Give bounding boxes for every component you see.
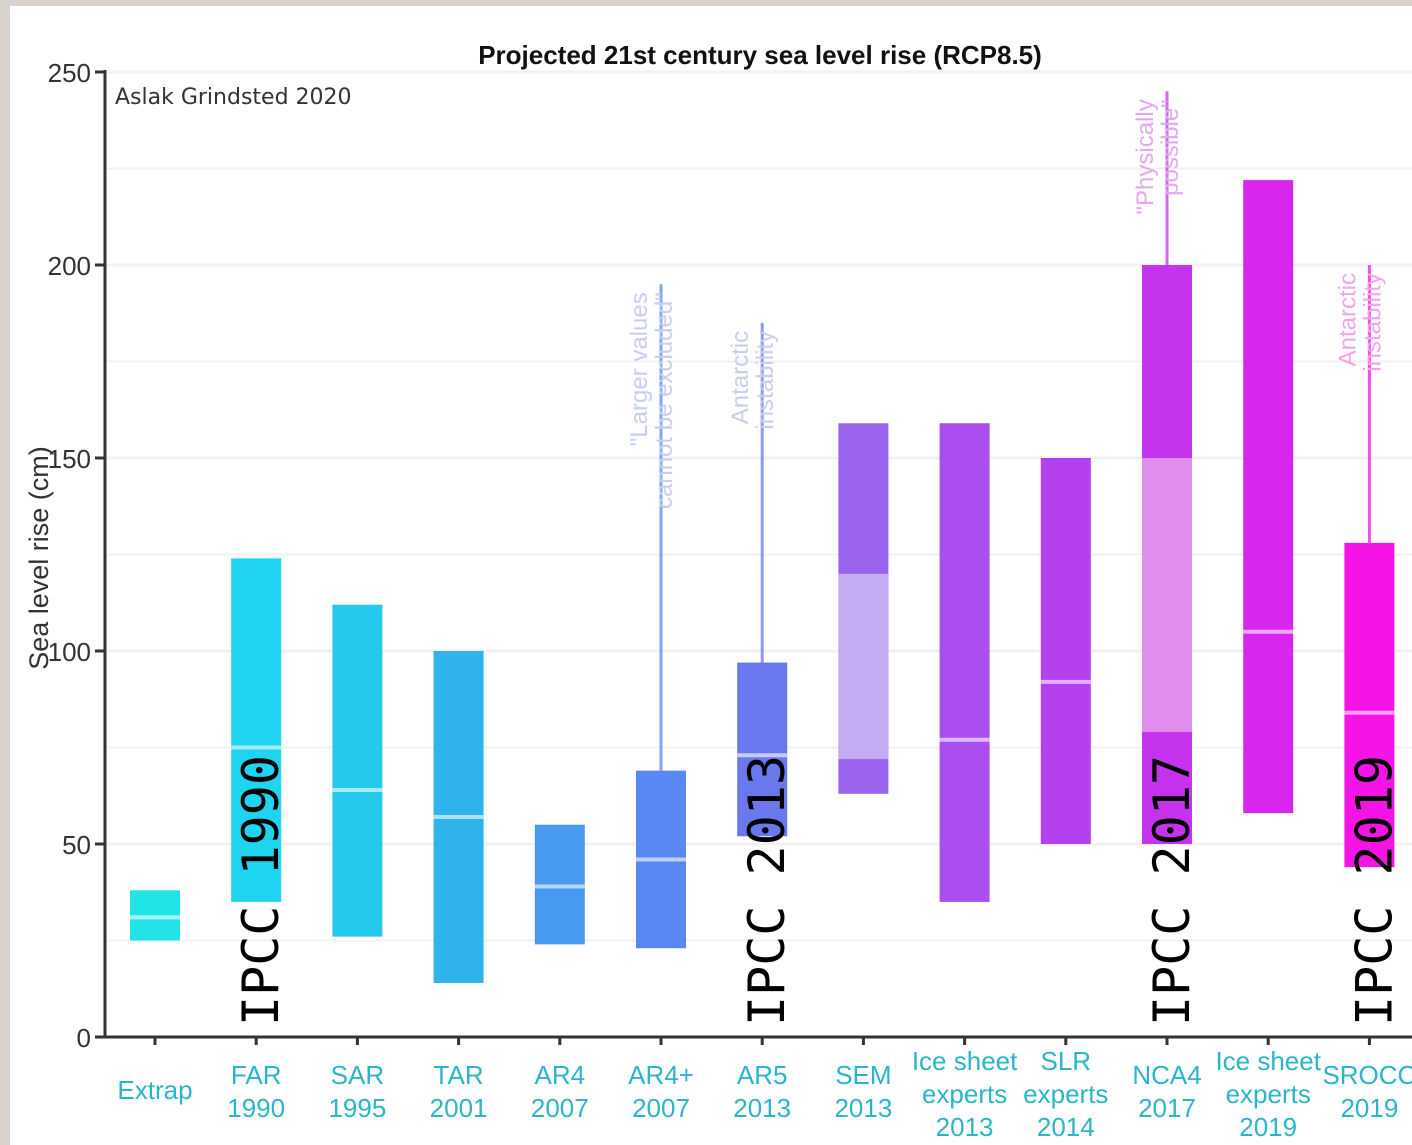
overlay-label-text: IPCC 2013 [738, 755, 796, 1026]
annotation-text: Antarctic [1334, 273, 1361, 366]
y-tick-label: 250 [48, 58, 91, 88]
x-category-label: AR5 [737, 1060, 788, 1090]
overlay-label-text: IPCC 2019 [1345, 755, 1403, 1026]
likely-range-bar [1142, 458, 1192, 733]
x-category-label: 2013 [834, 1093, 892, 1123]
x-category-label: 1995 [328, 1093, 386, 1123]
x-category-label: experts [922, 1079, 1007, 1109]
range-bar [939, 423, 990, 902]
x-category-label: experts [1023, 1079, 1108, 1109]
x-category-label: SAR [331, 1060, 384, 1090]
range-bar [1040, 458, 1091, 844]
range-bar [1344, 542, 1395, 868]
overlay-label: IPCC 2017 [1143, 755, 1201, 1026]
annotation-text: Antarctic [727, 331, 754, 424]
x-category-label: 2017 [1138, 1093, 1196, 1123]
overlay-label-text: IPCC 2017 [1143, 755, 1201, 1026]
chart-title: Projected 21st century sea level rise (R… [478, 40, 1042, 70]
x-category-label: Extrap [117, 1075, 192, 1105]
y-tick-label: 100 [48, 637, 91, 667]
x-category-label: 2007 [632, 1093, 690, 1123]
range-bar [231, 558, 282, 902]
y-tick-label: 150 [48, 444, 91, 474]
x-category-label: 1990 [227, 1093, 285, 1123]
sea-level-chart: Projected 21st century sea level rise (R… [24, 40, 1412, 1142]
x-category-label: 2019 [1239, 1112, 1297, 1142]
annotation-text: "Larger values [626, 292, 653, 446]
x-category-label: SLR [1041, 1046, 1092, 1076]
x-category-label: 2014 [1037, 1112, 1095, 1142]
overlay-label: IPCC 1990 [232, 755, 290, 1026]
annotation-text: instability [752, 331, 779, 430]
chart-frame: Projected 21st century sea level rise (R… [10, 6, 1412, 1145]
x-category-label: 2013 [936, 1112, 994, 1142]
likely-range-bar [838, 573, 889, 760]
range-bar [1243, 180, 1294, 814]
x-category-label: TAR [434, 1060, 484, 1090]
overlay-label-text: IPCC 1990 [232, 755, 290, 1026]
range-bar [737, 662, 788, 837]
y-tick-label: 0 [77, 1023, 91, 1053]
y-tick-label: 50 [62, 830, 91, 860]
x-category-label: Ice sheet [912, 1046, 1018, 1076]
x-category-label: Ice sheet [1215, 1046, 1321, 1076]
annotation-text: possible" [1157, 99, 1184, 196]
overlay-label: IPCC 2013 [738, 755, 796, 1026]
annotation-text: instability [1359, 273, 1386, 372]
y-axis-label: Sea level rise (cm) [24, 446, 54, 670]
annotation-text: cannot be excluded" [651, 292, 678, 509]
x-category-label: AR4 [535, 1060, 586, 1090]
x-category-label: SROCC [1322, 1060, 1412, 1090]
x-category-label: 2019 [1340, 1093, 1398, 1123]
y-tick-label: 200 [48, 251, 91, 281]
overlay-label: IPCC 2019 [1345, 755, 1403, 1026]
x-category-label: 2007 [531, 1093, 589, 1123]
x-category-label: NCA4 [1132, 1060, 1201, 1090]
x-category-label: 2013 [733, 1093, 791, 1123]
x-category-label: FAR [231, 1060, 282, 1090]
x-category-label: experts [1226, 1079, 1311, 1109]
annotation-text: "Physically [1132, 99, 1159, 214]
range-bar [332, 604, 383, 937]
x-category-label: AR4+ [628, 1060, 694, 1090]
x-category-label: 2001 [430, 1093, 488, 1123]
credit-text: Aslak Grindsted 2020 [115, 85, 352, 110]
x-category-label: SEM [835, 1060, 891, 1090]
